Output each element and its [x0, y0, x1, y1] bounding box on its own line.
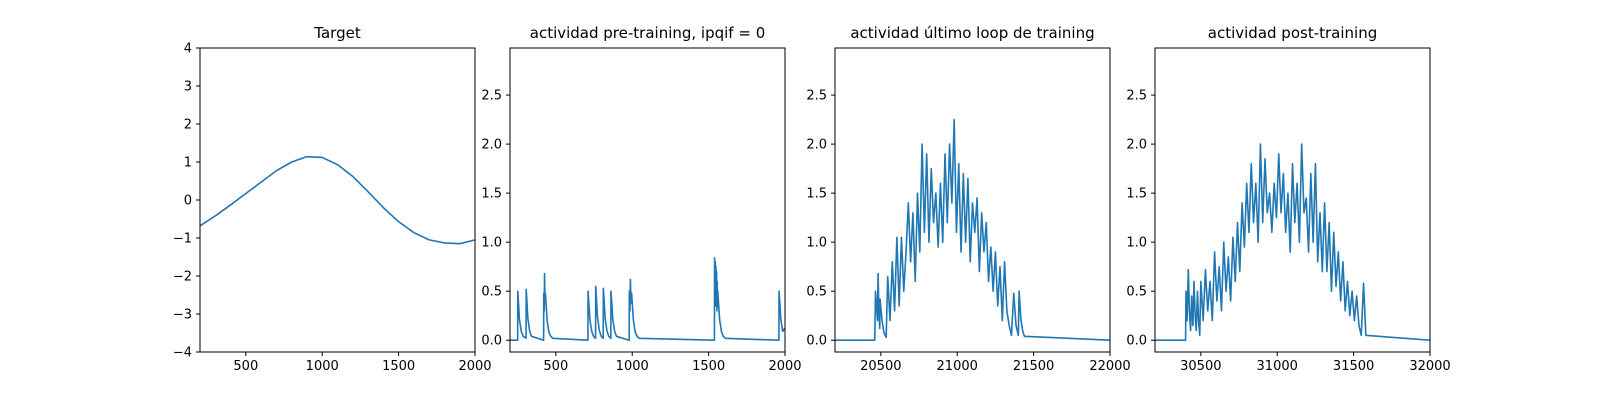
chart-title: actividad pre-training, ipqif = 0: [530, 24, 766, 42]
x-tick-label: 500: [233, 359, 258, 374]
x-tick-label: 2000: [768, 359, 801, 374]
axes-frame: [509, 47, 786, 353]
y-tick-label: −4: [173, 346, 192, 361]
chart-panel-2: actividad pre-training, ipqif = 0 500 1000…: [481, 24, 801, 374]
x-tick-label: 500: [543, 359, 568, 374]
y-tick-label: 2.0: [1126, 138, 1147, 153]
x-tick-label: 1000: [616, 359, 649, 374]
x-tick-label: 32000: [1409, 359, 1450, 374]
x-tick-label: 20500: [860, 359, 901, 374]
y-tick-label: 4: [184, 42, 192, 57]
chart-title: actividad post-training: [1208, 24, 1377, 42]
y-tick-label: −2: [173, 270, 192, 285]
x-tick-label: 22000: [1089, 359, 1130, 374]
y-tick-label: 2.0: [806, 138, 827, 153]
y-tick-label: 1.0: [806, 236, 827, 251]
y-tick-label: 2.0: [481, 138, 502, 153]
x-tick-label: 30500: [1180, 359, 1221, 374]
y-tick-label: 2.5: [806, 89, 827, 104]
y-tick-label: 1.5: [806, 187, 827, 202]
chart-panel-4: actividad post-training 30500 31000 31500 32…: [1126, 24, 1450, 374]
y-tick-label: 1.0: [1126, 236, 1147, 251]
y-tick-label: 0: [184, 194, 192, 209]
chart-title: Target: [313, 24, 361, 42]
series-line-1: [200, 155, 475, 245]
x-tick-label: 31000: [1257, 359, 1298, 374]
series-line-1: [1155, 143, 1430, 342]
chart-title: actividad último loop de training: [850, 24, 1094, 42]
chart-panel-3: actividad último loop de training 20500 21…: [806, 24, 1130, 374]
x-tick-label: 21500: [1013, 359, 1054, 374]
axes-frame: [834, 47, 1111, 353]
x-tick-label: 1500: [382, 359, 415, 374]
x-tick-label: 2000: [458, 359, 491, 374]
x-tick-label: 31500: [1333, 359, 1374, 374]
y-tick-label: −1: [173, 232, 192, 247]
y-tick-label: 0.5: [1126, 285, 1147, 300]
chart-panel-1: Target 500 1000 1500 2000 −4 −3 −2 −1 0 1 2 3 4: [173, 24, 492, 374]
y-tick-label: 2.5: [1126, 89, 1147, 104]
y-tick-label: 1.0: [481, 236, 502, 251]
axes-frame: [1154, 47, 1431, 353]
y-tick-label: 0.0: [481, 334, 502, 349]
x-tick-label: 21000: [937, 359, 978, 374]
series-line-1: [510, 257, 785, 342]
y-tick-label: 0.5: [481, 285, 502, 300]
y-tick-label: 1: [184, 156, 192, 171]
y-tick-label: 0.0: [806, 334, 827, 349]
x-tick-label: 1000: [306, 359, 339, 374]
y-tick-label: 2: [184, 118, 192, 133]
y-tick-label: 0.0: [1126, 334, 1147, 349]
x-tick-label: 1500: [692, 359, 725, 374]
y-tick-label: 1.5: [481, 187, 502, 202]
y-tick-label: 0.5: [806, 285, 827, 300]
y-tick-label: 3: [184, 80, 192, 95]
y-tick-label: 2.5: [481, 89, 502, 104]
y-tick-label: 1.5: [1126, 187, 1147, 202]
y-tick-label: −3: [173, 308, 192, 323]
series-line-1: [835, 118, 1110, 342]
